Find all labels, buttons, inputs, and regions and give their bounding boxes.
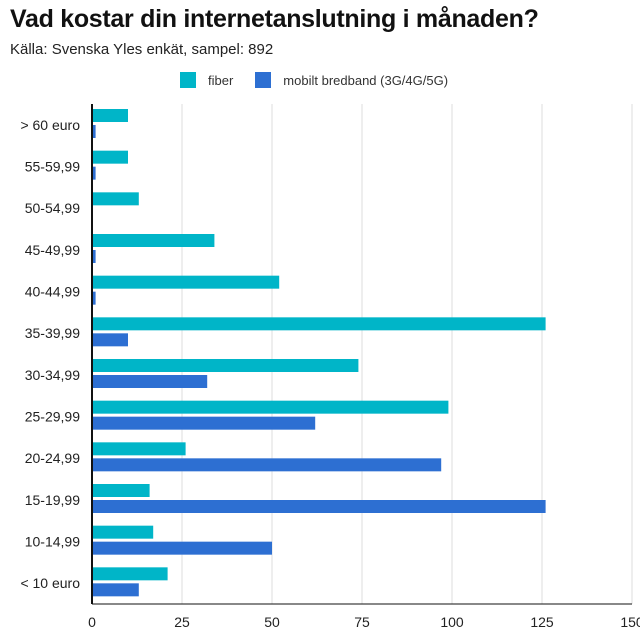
x-tick-label: 25 [174,614,190,630]
category-label: 20-24,99 [25,450,80,466]
bar-fiber [92,150,128,164]
category-label: > 60 euro [20,117,80,133]
x-tick-label: 50 [264,614,280,630]
category-label: 30-34,99 [25,367,80,383]
x-tick-label: 75 [354,614,370,630]
legend-swatch-mobilt-bredband [255,72,272,88]
legend-label-fiber: fiber [208,72,234,88]
x-tick-label: 125 [530,614,554,630]
x-tick-label: 100 [440,614,464,630]
chart-title: Vad kostar din internetanslutning i måna… [10,5,539,33]
bar-fiber [92,275,280,289]
category-label: 15-19,99 [25,492,80,508]
bar-mobilt-bredband [92,500,546,513]
chart-subtitle: Källa: Svenska Yles enkät, sampel: 892 [10,41,274,58]
bar-mobilt-bredband [92,291,96,305]
bar-mobilt-bredband [92,375,208,388]
bar-fiber [92,400,449,414]
legend-label-mobilt-bredband: mobilt bredband (3G/4G/5G) [283,72,449,88]
category-label: 25-29,99 [25,409,80,425]
legend-item-fiber: fiber [180,72,233,88]
bar-fiber [92,525,154,539]
category-label: 45-49,99 [25,242,80,258]
category-label: 55-59,99 [25,159,80,175]
category-label: 40-44,99 [25,284,80,300]
category-label: 35-39,99 [25,325,80,341]
category-label: 10-14,99 [25,534,80,550]
bar-fiber [92,484,150,497]
bar-fiber [92,192,139,206]
legend-item-mobilt-bredband: mobilt bredband (3G/4G/5G) [255,72,448,88]
x-tick-label: 150 [620,614,640,630]
legend: fiber mobilt bredband (3G/4G/5G) [180,72,470,88]
bar-mobilt-bredband [92,250,96,263]
bar-mobilt-bredband [92,125,96,138]
x-tick-label: 0 [88,614,96,630]
bar-mobilt-bredband [92,416,316,430]
category-label: < 10 euro [20,575,80,591]
bar-fiber [92,109,128,122]
bar-mobilt-bredband [92,166,96,180]
category-label: 50-54,99 [25,200,80,216]
bar-mobilt-bredband [92,541,272,555]
bar-mobilt-bredband [92,458,442,472]
bar-fiber [92,317,546,331]
bar-fiber [92,567,168,581]
bar-mobilt-bredband [92,333,128,347]
bar-mobilt-bredband [92,583,139,597]
bar-fiber [92,359,359,372]
bar-fiber [92,442,186,456]
legend-swatch-fiber [180,72,196,88]
bar-fiber [92,234,215,247]
